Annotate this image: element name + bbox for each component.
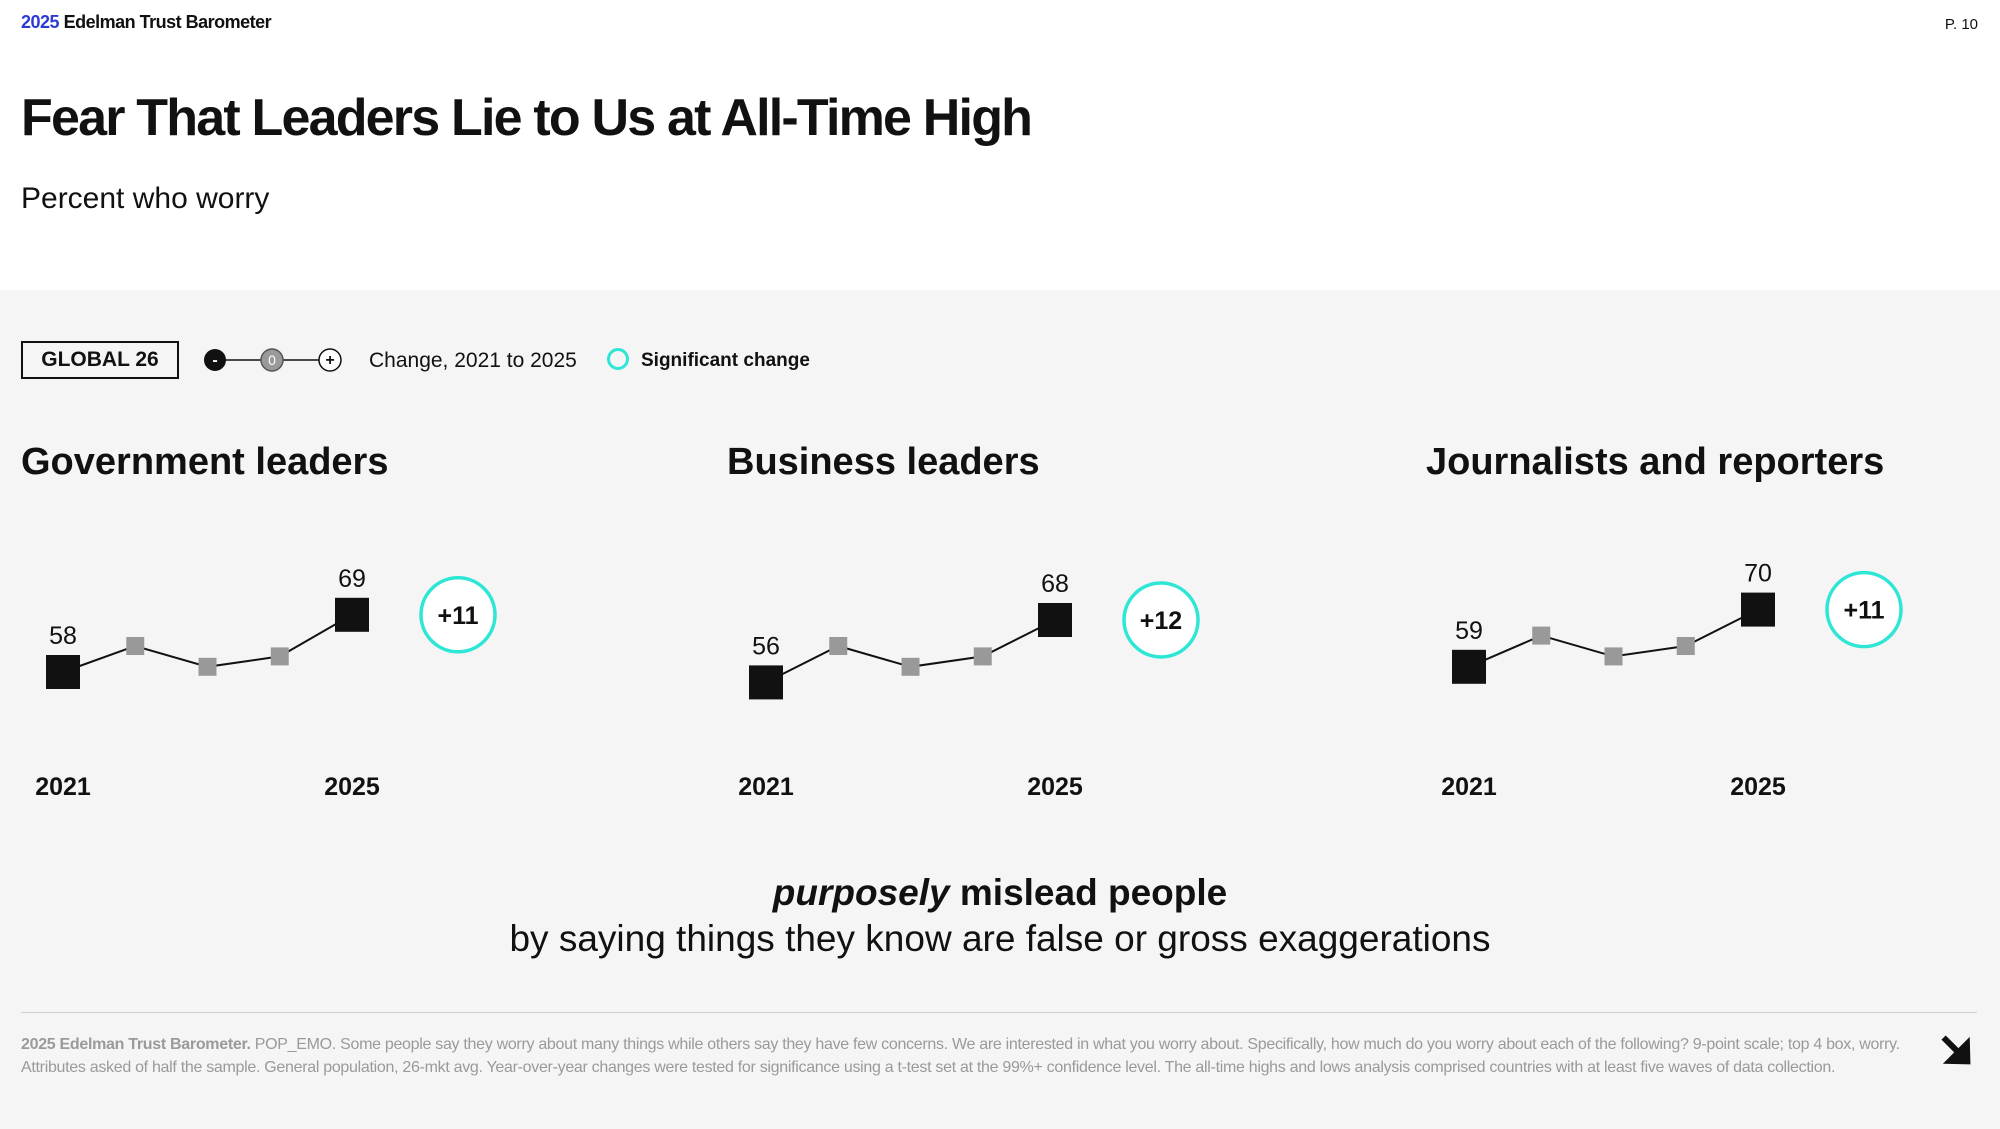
data-label: 70 [1744,560,1772,588]
data-label: 68 [1041,570,1069,598]
data-label: 69 [338,565,366,593]
change-badge-circle [1122,581,1200,659]
x-axis-label: 2025 [1027,773,1083,801]
footnote-source: 2025 Edelman Trust Barometer. [21,1036,251,1053]
brand-year: 2025 [21,12,60,32]
x-axis-label: 2021 [35,773,91,801]
data-point-marker [126,637,145,655]
chart-title-journalists: Journalists and reporters [1426,441,1885,483]
scale-plus-label: + [325,352,334,369]
x-axis-label: 2021 [738,773,794,801]
change-badge-label: +11 [437,602,478,630]
data-point-marker [1604,647,1623,666]
global-badge: GLOBAL 26 [21,341,179,379]
data-point-marker [198,657,217,676]
chart-journalists-reporters: 59 70 2021 2025 +11 [1441,560,1903,801]
data-point-marker [829,637,848,655]
caption-line-2: by saying things they know are false or … [509,918,1491,959]
chart-government-leaders: 58 69 2021 2025 +11 [35,565,497,801]
change-scale-legend: - 0 + [204,348,342,372]
chart-title-business: Business leaders [727,441,1040,483]
next-arrow-icon[interactable] [1936,1030,1978,1072]
change-badge-circle [1825,570,1903,649]
page-subtitle: Percent who worry [21,182,270,215]
data-point-marker [901,657,920,676]
change-label: Change, 2021 to 2025 [369,349,577,372]
scale-minus-label: - [212,352,217,369]
endpoint-marker [1452,649,1486,684]
data-label: 58 [49,622,77,650]
data-point-marker [1532,626,1551,645]
brand-name: Edelman Trust Barometer [63,12,272,32]
caption-emphasis: purposely [772,872,950,913]
chart-business-leaders: 56 68 2021 2025 +12 [738,570,1200,801]
footnote: 2025 Edelman Trust Barometer. POP_EMO. S… [21,1033,1901,1079]
page-title: Fear That Leaders Lie to Us at All-Time … [21,89,1033,147]
data-label: 59 [1455,617,1483,645]
x-axis-label: 2025 [324,773,380,801]
endpoint-marker [46,655,80,689]
footnote-text: POP_EMO. Some people say they worry abou… [21,1036,1900,1076]
significant-change-label: Significant change [641,350,810,371]
change-badge-label: +12 [1140,607,1182,635]
data-point-marker [1676,637,1695,655]
caption-line-1: purposely mislead people [0,872,2000,914]
x-axis-label: 2021 [1441,773,1497,801]
data-label: 56 [752,632,780,660]
caption-line-1-rest: mislead people [949,872,1228,913]
endpoint-marker [749,665,783,700]
content-panel [0,290,2000,1129]
change-badge-label: +11 [1843,597,1884,625]
brand-logo: 2025 Edelman Trust Barometer [21,12,272,33]
footer-divider [21,1012,1977,1013]
endpoint-marker [335,597,369,632]
x-axis-label: 2025 [1730,773,1786,801]
endpoint-marker [1741,592,1775,627]
chart-title-government: Government leaders [21,441,389,483]
significant-change-icon [607,348,629,370]
change-badge-circle [419,576,497,654]
endpoint-marker [1038,603,1072,637]
scale-zero-label: 0 [268,352,276,368]
page-number: P. 10 [1944,16,1978,33]
data-point-marker [973,647,992,666]
data-point-marker [270,647,289,666]
